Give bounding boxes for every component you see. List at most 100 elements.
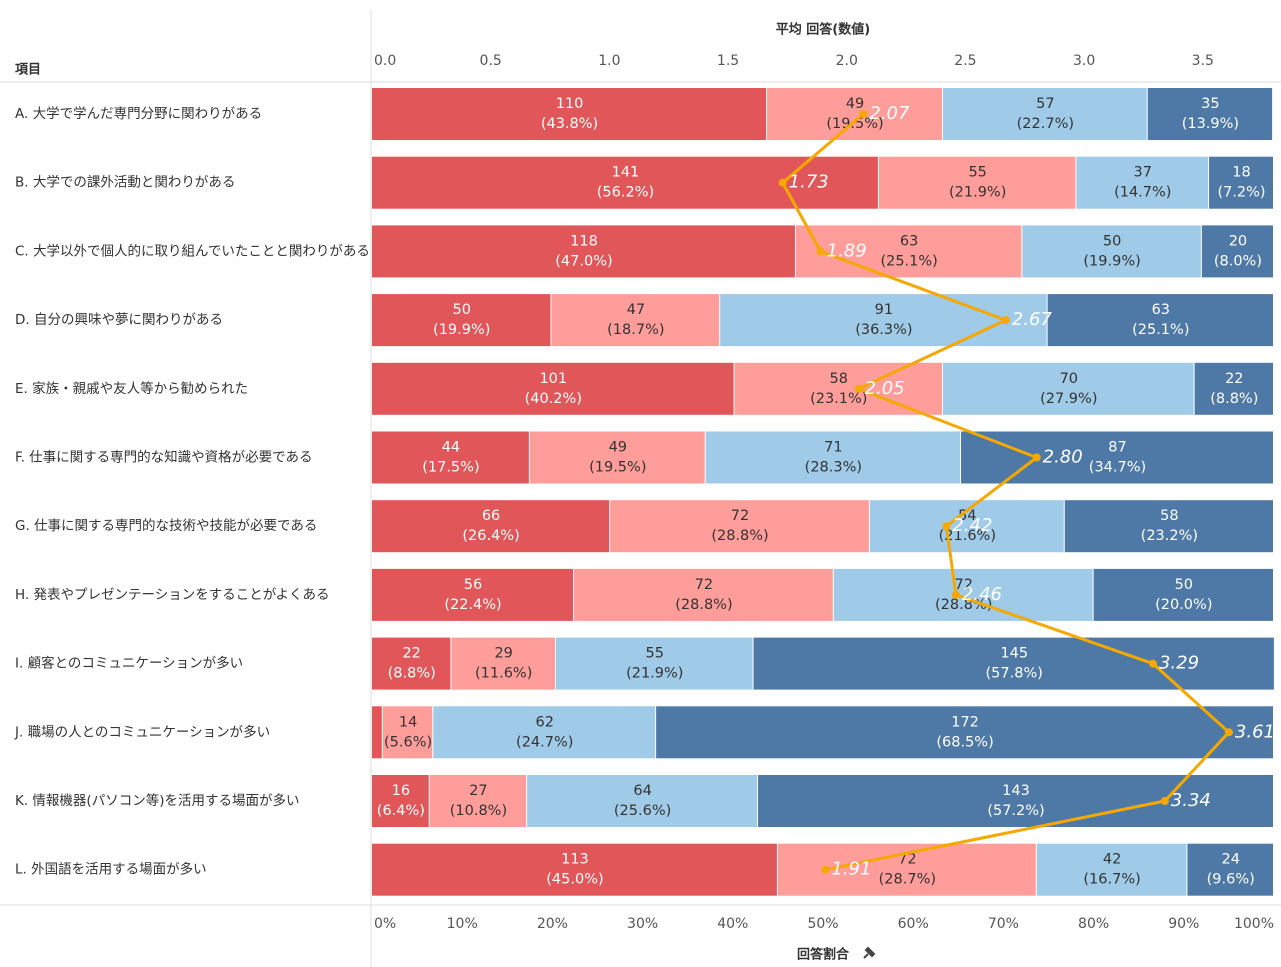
- percent-label: (18.7%): [607, 322, 664, 338]
- bar-segment: [1022, 225, 1201, 278]
- count-label: 55: [646, 646, 664, 662]
- x-tick-label: 80%: [1078, 916, 1109, 932]
- bar-segment: [720, 294, 1047, 347]
- bar-segment: [372, 637, 451, 690]
- bar-segment: [878, 156, 1076, 209]
- percent-label: (57.2%): [987, 803, 1044, 819]
- bar-segment: [753, 637, 1274, 690]
- pin-icon: [863, 946, 876, 959]
- bar-segment: [610, 500, 869, 553]
- percent-label: (23.2%): [1141, 528, 1198, 544]
- percent-label: (6.4%): [377, 803, 425, 819]
- x-tick-label: 100%: [1234, 916, 1274, 932]
- bar-segment: [1093, 568, 1273, 621]
- mean-point: [778, 178, 787, 187]
- bar-segment: [1194, 362, 1273, 415]
- percent-label: (22.4%): [444, 597, 501, 613]
- mean-point: [942, 522, 951, 531]
- x-tick-label: 40%: [717, 916, 748, 932]
- bar-segment: [433, 706, 656, 759]
- percent-label: (16.7%): [1083, 872, 1140, 888]
- x-tick-label: 70%: [988, 916, 1019, 932]
- count-label: 87: [1108, 440, 1126, 456]
- bar-segment: [1064, 500, 1273, 553]
- mean-point: [859, 110, 868, 118]
- x2-tick-label: 0.5: [480, 53, 502, 69]
- bar-segment: [556, 637, 753, 690]
- count-label: 72: [731, 508, 749, 524]
- count-label: 71: [824, 440, 842, 456]
- mean-point: [1160, 797, 1169, 805]
- percent-label: (9.6%): [1207, 872, 1255, 888]
- percent-label: (25.1%): [1132, 322, 1189, 338]
- percent-label: (43.8%): [541, 116, 598, 132]
- count-label: 172: [951, 714, 979, 730]
- bar-segment: [372, 88, 767, 140]
- x-tick-label: 0%: [374, 916, 396, 932]
- count-label: 29: [494, 646, 512, 662]
- bar-segment: [551, 294, 720, 347]
- count-label: 91: [875, 302, 893, 318]
- mean-label: 3.61: [1235, 721, 1275, 742]
- count-label: 58: [830, 371, 848, 387]
- count-label: 70: [1060, 371, 1078, 387]
- count-label: 72: [954, 577, 972, 593]
- percent-label: (10.8%): [450, 803, 507, 819]
- count-label: 118: [570, 233, 598, 249]
- bar-segment: [758, 775, 1273, 827]
- percent-label: (40.2%): [525, 391, 582, 407]
- count-label: 22: [402, 646, 420, 662]
- mean-point: [1224, 728, 1233, 737]
- bar-segment: [1201, 225, 1273, 278]
- count-label: 57: [1036, 96, 1054, 112]
- count-label: 101: [539, 371, 567, 387]
- count-label: 72: [898, 852, 916, 868]
- percent-label: (57.8%): [986, 666, 1043, 682]
- bar-segment: [372, 775, 429, 827]
- percent-label: (25.1%): [880, 253, 937, 269]
- category-label: A. 大学で学んだ専門分野に関わりがある: [15, 106, 262, 122]
- percent-label: (19.5%): [826, 116, 883, 132]
- bar-segment: [372, 225, 795, 278]
- bar-segment: [574, 568, 833, 621]
- category-label: J. 職場の人とのコミュニケーションが多い: [14, 723, 270, 740]
- x2-tick-label: 2.5: [954, 53, 976, 69]
- percent-label: (28.8%): [711, 528, 768, 544]
- percent-label: (23.1%): [810, 391, 867, 407]
- percent-label: (26.4%): [462, 528, 519, 544]
- category-label: D. 自分の興味や夢に関わりがある: [15, 312, 223, 328]
- x-tick-label: 50%: [807, 916, 838, 932]
- count-label: 27: [469, 783, 487, 799]
- category-label: I. 顧客とのコミュニケーションが多い: [15, 655, 243, 672]
- count-label: 63: [900, 233, 918, 249]
- percent-label: (24.7%): [516, 734, 573, 750]
- bar-segment: [529, 431, 705, 484]
- count-label: 22: [1225, 371, 1243, 387]
- percent-label: (21.9%): [949, 185, 1006, 201]
- bar-segment: [372, 431, 529, 484]
- mean-label: 1.73: [789, 172, 829, 193]
- percent-label: (34.7%): [1089, 460, 1146, 476]
- percent-label: (21.9%): [626, 666, 683, 682]
- bar-segment: [372, 706, 382, 759]
- x-tick-label: 60%: [898, 916, 929, 932]
- bar-segment: [1047, 294, 1273, 347]
- mean-label: 3.34: [1171, 790, 1211, 811]
- mean-point: [854, 384, 863, 393]
- count-label: 16: [392, 783, 410, 799]
- count-label: 37: [1134, 165, 1152, 181]
- bar-segment: [372, 362, 734, 415]
- x-tick-label: 10%: [447, 916, 478, 932]
- percent-label: (17.5%): [422, 460, 479, 476]
- percent-label: (22.7%): [1017, 116, 1074, 132]
- count-label: 50: [453, 302, 471, 318]
- percent-label: (25.6%): [614, 803, 671, 819]
- percent-label: (45.0%): [546, 872, 603, 888]
- count-label: 49: [609, 440, 627, 456]
- count-label: 72: [695, 577, 713, 593]
- mean-point: [1148, 659, 1157, 668]
- count-label: 14: [399, 714, 417, 730]
- x2-axis-title: 平均 回答(数値): [776, 22, 870, 38]
- x-tick-label: 90%: [1168, 916, 1199, 932]
- count-label: 44: [442, 440, 460, 456]
